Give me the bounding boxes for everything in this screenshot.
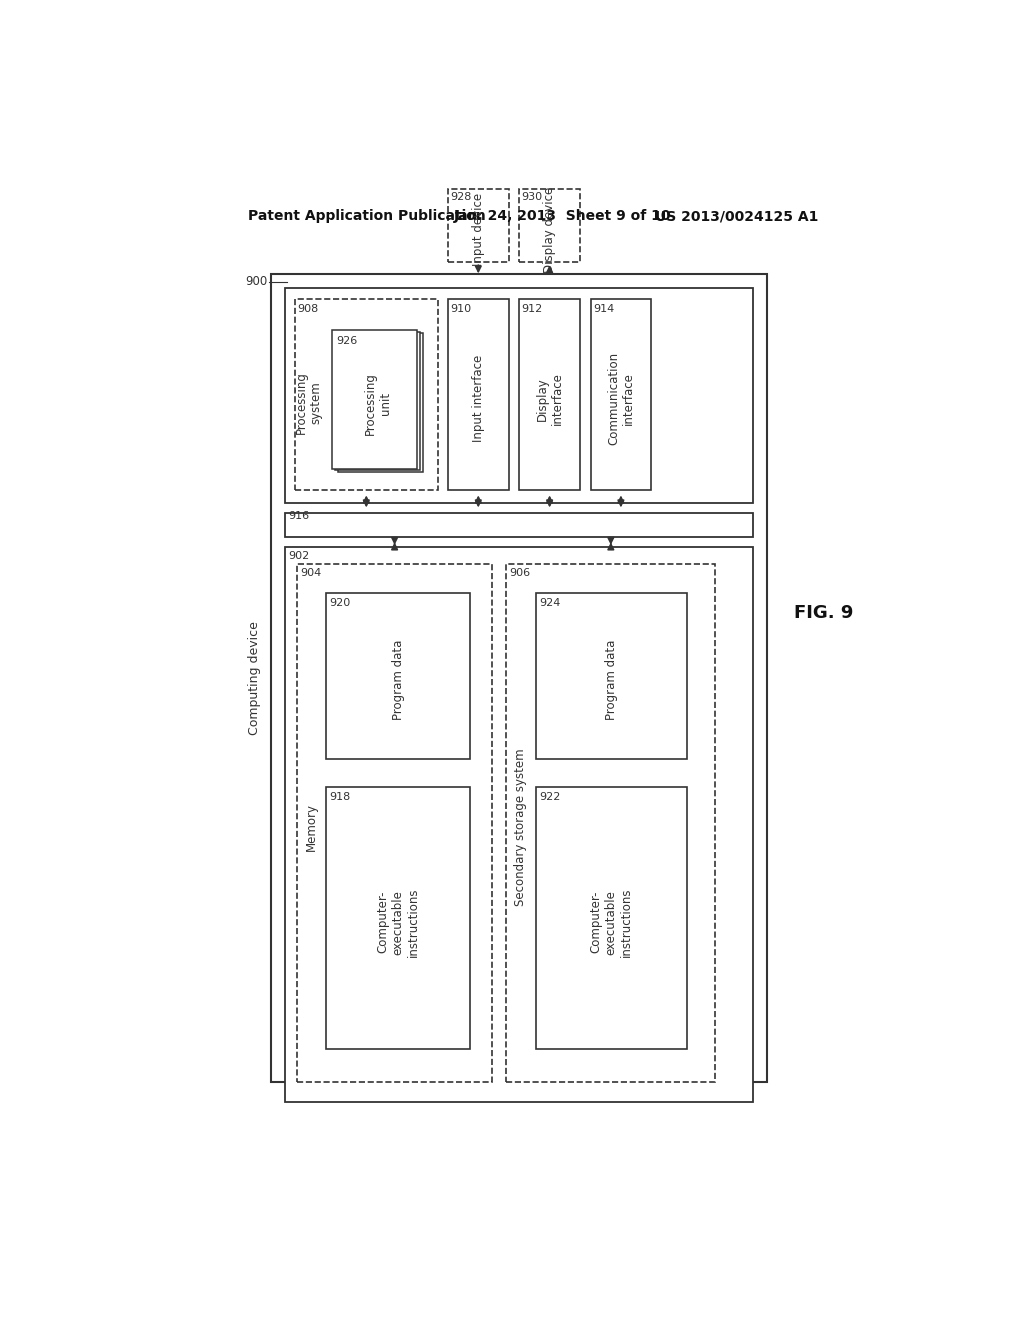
Text: Communication
interface: Communication interface	[607, 352, 635, 445]
Bar	[449, 300, 509, 490]
Text: 916: 916	[289, 511, 309, 521]
Text: 906: 906	[509, 569, 530, 578]
Bar	[338, 333, 423, 471]
Text: 928: 928	[451, 191, 472, 202]
Text: Computing device: Computing device	[248, 622, 261, 735]
Text: Processing
unit: Processing unit	[364, 372, 391, 434]
Text: Input interface: Input interface	[472, 355, 484, 442]
Text: Input device: Input device	[472, 193, 484, 267]
Bar	[332, 330, 417, 469]
Bar	[591, 300, 651, 490]
Bar	[286, 288, 754, 503]
Bar	[536, 594, 687, 759]
Text: Patent Application Publication: Patent Application Publication	[248, 209, 485, 223]
Bar	[297, 564, 493, 1081]
Text: Computer-
executable
instructions: Computer- executable instructions	[590, 887, 633, 957]
Text: Program data: Program data	[605, 640, 617, 721]
Text: Program data: Program data	[391, 640, 404, 721]
Bar	[327, 594, 470, 759]
Text: 926: 926	[337, 335, 357, 346]
Bar	[536, 788, 687, 1049]
Text: 918: 918	[330, 792, 351, 801]
Text: Secondary storage system: Secondary storage system	[514, 748, 526, 906]
Text: Jan. 24, 2013  Sheet 9 of 10: Jan. 24, 2013 Sheet 9 of 10	[454, 209, 671, 223]
Text: 912: 912	[521, 304, 543, 314]
Bar	[295, 300, 438, 490]
Text: 924: 924	[539, 598, 560, 607]
Text: 914: 914	[593, 304, 614, 314]
Text: Display device: Display device	[543, 186, 556, 273]
Bar	[271, 275, 767, 1082]
Bar	[286, 512, 754, 537]
Bar	[327, 788, 470, 1049]
Text: 910: 910	[451, 304, 471, 314]
Text: FIG. 9: FIG. 9	[795, 603, 854, 622]
Text: US 2013/0024125 A1: US 2013/0024125 A1	[655, 209, 818, 223]
Text: 930: 930	[521, 191, 543, 202]
Text: Memory: Memory	[304, 803, 317, 851]
Text: 904: 904	[300, 569, 322, 578]
Text: Display
interface: Display interface	[536, 372, 563, 425]
Text: 902: 902	[289, 552, 309, 561]
Bar	[286, 548, 754, 1102]
Bar	[519, 189, 580, 263]
Text: Processing
system: Processing system	[295, 371, 323, 434]
Text: Computer-
executable
instructions: Computer- executable instructions	[377, 887, 420, 957]
Bar	[519, 300, 580, 490]
Text: 900: 900	[246, 275, 267, 288]
Text: 908: 908	[298, 304, 318, 314]
Bar	[335, 331, 420, 470]
Text: 922: 922	[539, 792, 560, 801]
Bar	[506, 564, 716, 1081]
Text: 920: 920	[330, 598, 351, 607]
Bar	[449, 189, 509, 263]
